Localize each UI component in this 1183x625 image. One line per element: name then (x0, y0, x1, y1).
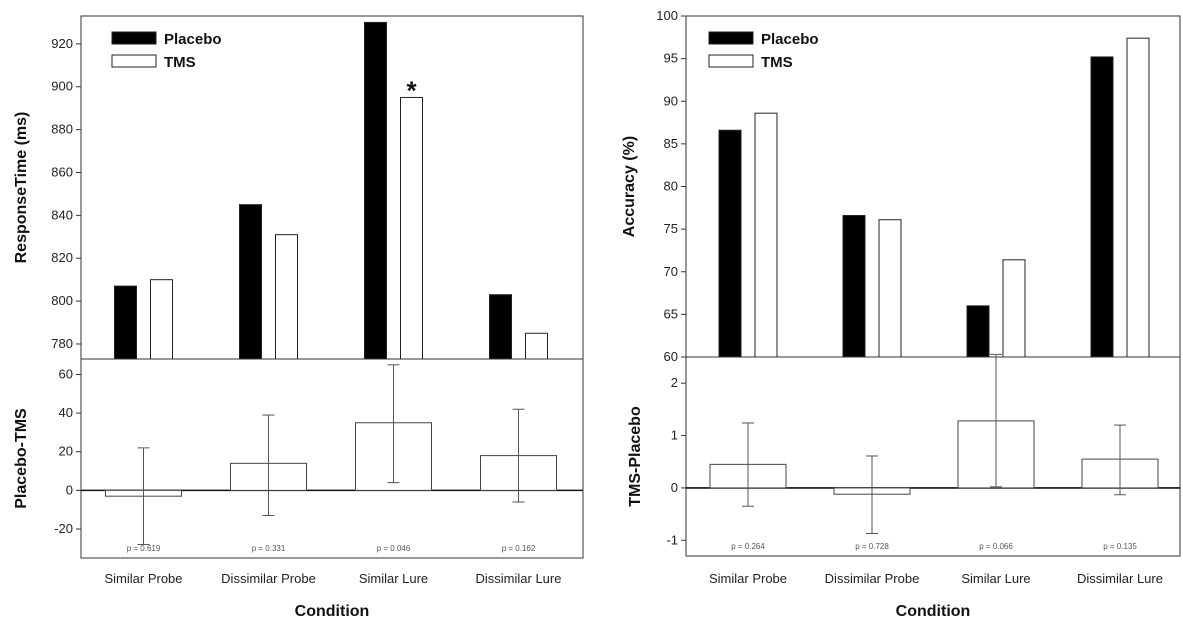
y-tick-label: 900 (51, 79, 73, 94)
legend-label-placebo: Placebo (761, 31, 819, 48)
y-tick-label: 80 (664, 179, 678, 194)
y-axis-title: ResponseTime (ms) (13, 112, 30, 264)
bar-placebo-2 (842, 214, 866, 358)
bar-placebo-2 (239, 204, 262, 360)
bar-tms-2 (878, 219, 902, 358)
diff-y-tick-label: 20 (59, 444, 73, 459)
p-value-label: p = 0.264 (731, 542, 765, 551)
bar-placebo-3 (966, 305, 990, 358)
bar-tms-3 (1002, 259, 1026, 358)
y-tick-label: 780 (51, 336, 73, 351)
diff-y-tick-label: 0 (66, 482, 73, 497)
category-label: Similar Lure (961, 571, 1030, 586)
panel-response-time: 780 800 820 840 860 880 900 920 ResponseTime (ms… (13, 15, 584, 620)
diff-y-tick-label: 60 (59, 366, 73, 381)
diff-y-tick-label: -20 (54, 521, 73, 536)
diff-y-axis-title: TMS-Placebo (627, 406, 644, 507)
x-axis-title: Condition (295, 603, 370, 620)
diff-y-tick-label: 1 (671, 428, 678, 443)
y-tick-label: 90 (664, 93, 678, 108)
diff-y-tick-label: 0 (671, 480, 678, 495)
difference-plot-frame (80, 358, 584, 559)
y-tick-label: 860 (51, 164, 73, 179)
diff-y-tick-label: 2 (671, 375, 678, 390)
diff-y-tick-label: 40 (59, 405, 73, 420)
y-tick-label: 75 (664, 221, 678, 236)
legend-swatch-placebo (111, 31, 157, 45)
category-label: Dissimilar Lure (476, 571, 562, 586)
p-value-label: p = 0.135 (1103, 542, 1137, 551)
p-value-label: p = 0.162 (502, 544, 536, 553)
y-axis-title: Accuracy (%) (621, 136, 638, 237)
legend-swatch-tms (111, 54, 157, 68)
y-tick-label: 840 (51, 207, 73, 222)
p-value-label: p = 0.619 (127, 544, 161, 553)
diff-y-axis-title: Placebo-TMS (13, 408, 30, 509)
y-tick-label: 880 (51, 122, 73, 137)
bar-placebo-1 (114, 285, 137, 360)
y-tick-label: 920 (51, 36, 73, 51)
bar-tms-4 (1126, 37, 1150, 358)
bar-placebo-4 (1090, 56, 1114, 358)
bar-tms-1 (754, 112, 778, 358)
bar-placebo-3 (364, 21, 387, 360)
y-tick-label: 70 (664, 264, 678, 279)
legend-label-placebo: Placebo (164, 31, 222, 48)
category-label: Similar Probe (104, 571, 182, 586)
legend-swatch-placebo (708, 31, 754, 45)
bar-tms-1 (150, 279, 173, 360)
category-label: Dissimilar Probe (825, 571, 920, 586)
y-tick-label: 65 (664, 306, 678, 321)
y-tick-label: 85 (664, 136, 678, 151)
significance-star: * (406, 75, 417, 105)
p-value-label: p = 0.728 (855, 542, 889, 551)
category-label: Similar Probe (709, 571, 787, 586)
legend-label-tms: TMS (164, 54, 196, 71)
legend-swatch-tms (708, 54, 754, 68)
y-tick-label: 95 (664, 51, 678, 66)
y-tick-label: 100 (656, 8, 678, 23)
bar-tms-3 (400, 96, 423, 360)
panel-accuracy: 60 65 70 75 80 85 90 95 100 Accuracy (%) Placebo TM… (621, 8, 1181, 620)
p-value-label: p = 0.331 (252, 544, 286, 553)
bar-tms-2 (275, 234, 298, 360)
category-label: Dissimilar Probe (221, 571, 316, 586)
diff-y-tick-label: -1 (666, 532, 678, 547)
category-label: Similar Lure (359, 571, 428, 586)
category-label: Dissimilar Lure (1077, 571, 1163, 586)
y-tick-label: 800 (51, 293, 73, 308)
x-axis-title: Condition (896, 603, 971, 620)
legend-label-tms: TMS (761, 54, 793, 71)
bar-placebo-4 (489, 294, 512, 360)
p-value-label: p = 0.066 (979, 542, 1013, 551)
bar-tms-4 (525, 332, 548, 360)
y-tick-label: 60 (664, 349, 678, 364)
p-value-label: p = 0.046 (377, 544, 411, 553)
y-tick-label: 820 (51, 250, 73, 265)
bar-placebo-1 (718, 129, 742, 358)
difference-plot-frame (685, 356, 1181, 557)
